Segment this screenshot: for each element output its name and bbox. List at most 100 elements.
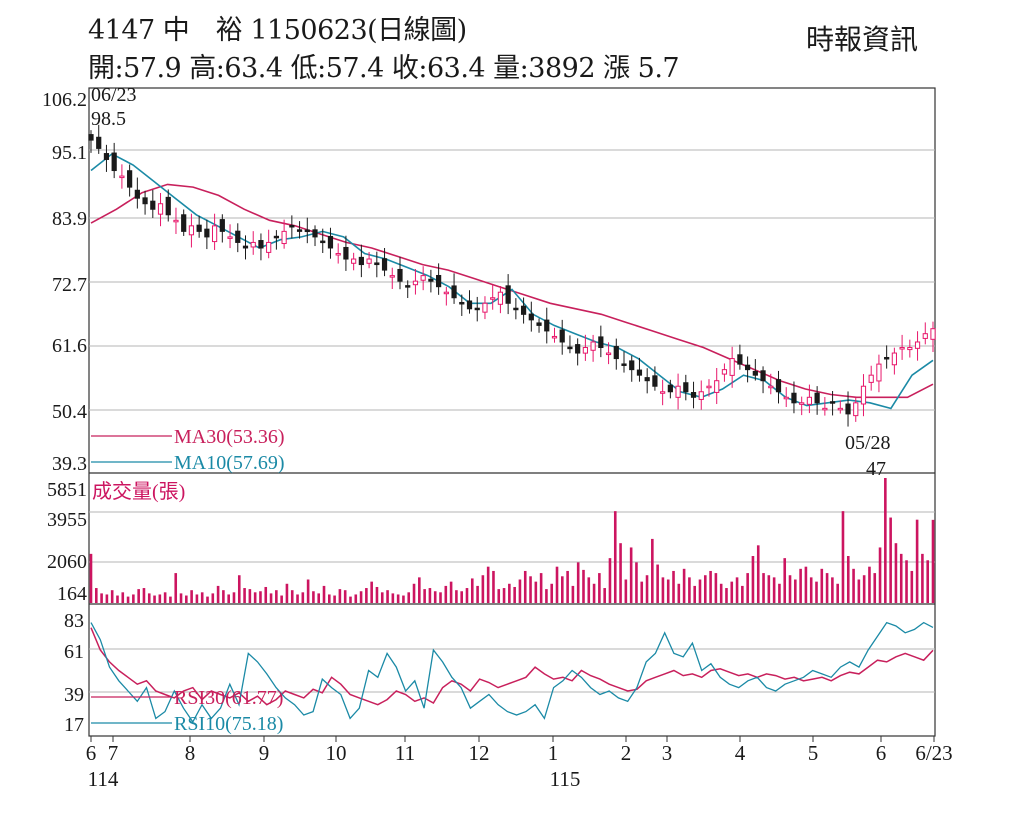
volume-bar xyxy=(290,590,294,603)
volume-bar xyxy=(508,583,511,603)
candle-down xyxy=(528,313,534,321)
candle-up xyxy=(721,369,728,375)
volume-bar xyxy=(688,577,691,603)
volume-bar xyxy=(619,543,622,603)
price-tick-label: 106.2 xyxy=(42,89,87,111)
candle-down xyxy=(474,307,480,311)
candle-down xyxy=(683,382,689,393)
volume-bar xyxy=(682,568,686,603)
rsi-tick-label: 17 xyxy=(64,714,84,736)
rsi-tick-label: 39 xyxy=(64,684,84,706)
candle-up xyxy=(119,175,125,179)
volume-panel-title: 成交量(張) xyxy=(92,480,185,503)
candle-down xyxy=(219,219,225,232)
volume-bar xyxy=(259,591,262,603)
candle-down xyxy=(358,256,364,266)
candle-up xyxy=(412,280,419,286)
volume-bar xyxy=(502,588,506,603)
volume-bar xyxy=(439,592,442,603)
volume-bar xyxy=(174,573,178,603)
volume-bar xyxy=(216,585,220,603)
volume-bar xyxy=(375,586,379,603)
volume-bar xyxy=(878,547,882,603)
volume-bar xyxy=(518,579,522,603)
volume-bar xyxy=(735,577,739,603)
candle-down xyxy=(745,364,751,371)
volume-bar xyxy=(561,576,564,603)
volume-bar xyxy=(185,595,188,603)
month-label: 5 xyxy=(808,741,819,765)
volume-bar xyxy=(587,577,591,603)
volume-bar xyxy=(386,590,389,603)
volume-tick-label: 3955 xyxy=(47,509,87,531)
candle-down xyxy=(513,307,519,311)
volume-bar xyxy=(624,579,628,603)
candle-up xyxy=(837,407,843,411)
ma10-series xyxy=(90,152,934,410)
volume-bar xyxy=(719,583,723,603)
volume-bar xyxy=(603,588,606,603)
price-tick-label: 72.7 xyxy=(52,274,87,296)
candle-down xyxy=(327,235,334,249)
candle-down xyxy=(814,392,820,404)
candle-up xyxy=(930,328,936,340)
candle-up xyxy=(157,203,164,215)
volume-bar xyxy=(418,577,421,603)
volume-bar xyxy=(280,595,283,603)
high-annotation-date: 06/23 xyxy=(91,84,137,106)
candle-down xyxy=(196,224,202,232)
candle-down xyxy=(621,363,627,366)
volume-bar xyxy=(873,573,877,603)
candle-up xyxy=(706,385,712,389)
volume-bar xyxy=(788,575,792,603)
volume-bar xyxy=(841,511,845,603)
volume-bar xyxy=(476,585,479,603)
candle-down xyxy=(88,134,94,141)
volume-bar xyxy=(248,589,252,603)
volume-bar xyxy=(868,566,871,603)
volume-bar xyxy=(206,596,209,603)
candle-up xyxy=(899,347,905,350)
candle-up xyxy=(783,396,789,400)
volume-bar xyxy=(513,586,516,603)
volume-bar xyxy=(169,596,172,603)
volume-bar xyxy=(661,577,665,603)
candle-down xyxy=(775,379,782,393)
ma10-legend-label: MA10(57.69) xyxy=(174,452,285,474)
month-label: 2 xyxy=(621,741,632,765)
candle-down xyxy=(791,392,797,404)
rsi10-series xyxy=(90,621,934,724)
candle-down xyxy=(567,346,573,350)
volume-bar xyxy=(433,591,437,603)
candle-down xyxy=(451,285,457,299)
volume-bar xyxy=(608,558,612,603)
candle-down xyxy=(667,384,673,393)
volume-bar xyxy=(613,511,617,603)
candle-down xyxy=(690,392,697,398)
volume-bar xyxy=(709,570,712,603)
candle-down xyxy=(127,170,133,188)
candle-down xyxy=(312,229,318,238)
year-label: 115 xyxy=(550,767,581,791)
volume-bar xyxy=(365,588,368,603)
volume-bar xyxy=(783,558,787,603)
volume-bar xyxy=(910,570,914,603)
candle-up xyxy=(768,385,774,389)
volume-bar xyxy=(862,575,866,603)
volume-bar xyxy=(460,591,463,603)
candle-down xyxy=(505,285,511,304)
volume-bar xyxy=(317,593,321,603)
volume-bar xyxy=(741,585,744,603)
volume-bar xyxy=(799,568,802,603)
candle-up xyxy=(698,391,704,400)
rsi-tick-label: 83 xyxy=(64,610,84,632)
candle-down xyxy=(652,375,658,387)
volume-bar xyxy=(582,569,585,603)
candle-down xyxy=(575,344,581,354)
candle-down xyxy=(142,197,148,205)
volume-bar xyxy=(116,595,119,603)
volume-bar xyxy=(666,579,670,603)
volume-bar xyxy=(831,577,834,603)
volume-bar xyxy=(449,581,453,603)
volume-bar xyxy=(269,593,273,603)
